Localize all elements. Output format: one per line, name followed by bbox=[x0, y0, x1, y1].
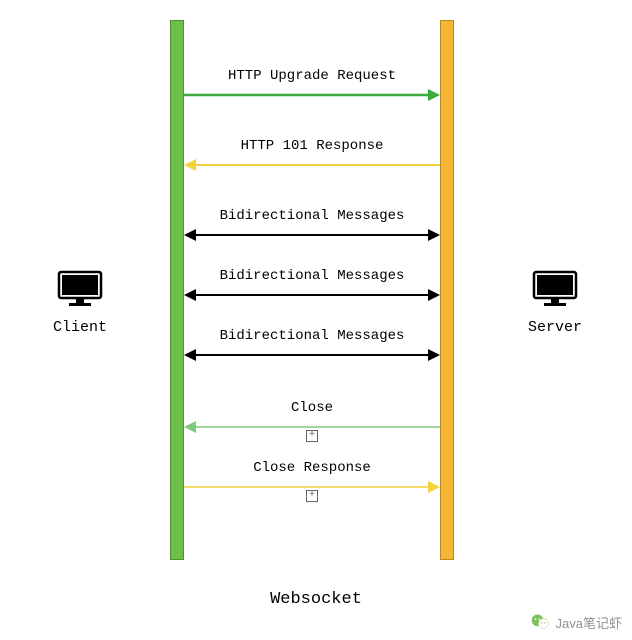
arrow-label: Close bbox=[184, 400, 440, 416]
arrow-label: Bidirectional Messages bbox=[184, 268, 440, 284]
message-arrow: Bidirectional Messages bbox=[184, 268, 440, 308]
watermark: Java笔记虾 bbox=[530, 612, 622, 632]
message-arrow: Bidirectional Messages bbox=[184, 208, 440, 248]
arrow-line-icon bbox=[184, 228, 440, 242]
message-arrow: Close Response + bbox=[184, 460, 440, 500]
monitor-icon bbox=[532, 270, 578, 313]
arrow-label: Close Response bbox=[184, 460, 440, 476]
arrow-label: Bidirectional Messages bbox=[184, 328, 440, 344]
arrow-line-icon bbox=[184, 88, 440, 102]
message-arrow: HTTP Upgrade Request bbox=[184, 68, 440, 108]
arrow-line-icon bbox=[184, 288, 440, 302]
expand-icon: + bbox=[306, 430, 318, 442]
server-actor: Server bbox=[505, 270, 605, 336]
arrow-label: Bidirectional Messages bbox=[184, 208, 440, 224]
monitor-icon bbox=[57, 270, 103, 313]
arrow-line-icon bbox=[184, 158, 440, 172]
message-arrow: HTTP 101 Response bbox=[184, 138, 440, 178]
message-arrow: Bidirectional Messages bbox=[184, 328, 440, 368]
arrow-line-icon bbox=[184, 348, 440, 362]
server-label: Server bbox=[505, 319, 605, 336]
server-lifeline bbox=[440, 20, 454, 560]
watermark-text: Java笔记虾 bbox=[556, 613, 622, 632]
diagram-title: Websocket bbox=[0, 590, 632, 609]
message-arrow: Close + bbox=[184, 400, 440, 440]
arrow-label: HTTP 101 Response bbox=[184, 138, 440, 154]
wechat-icon bbox=[530, 612, 550, 632]
client-actor: Client bbox=[30, 270, 130, 336]
arrow-label: HTTP Upgrade Request bbox=[184, 68, 440, 84]
expand-icon: + bbox=[306, 490, 318, 502]
client-lifeline bbox=[170, 20, 184, 560]
client-label: Client bbox=[30, 319, 130, 336]
